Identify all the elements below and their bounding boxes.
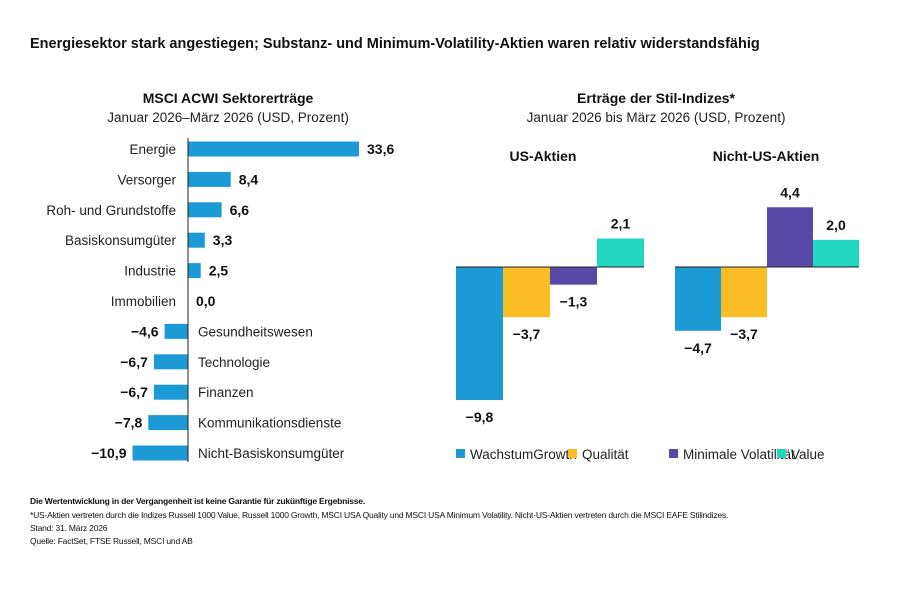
data-label: 33,6 bbox=[367, 141, 394, 157]
legend-label: Value bbox=[791, 447, 825, 462]
footer-source: Quelle: FactSet, FTSE Russell, MSCI und … bbox=[30, 536, 193, 546]
bar-2 bbox=[188, 202, 222, 218]
left-chart-title: MSCI ACWI Sektorerträge bbox=[143, 90, 314, 106]
category-label: Immobilien bbox=[111, 294, 176, 309]
bar-1 bbox=[188, 171, 231, 187]
data-label: −6,7 bbox=[120, 384, 148, 400]
bar-8 bbox=[153, 384, 188, 400]
bar-3 bbox=[188, 232, 205, 248]
data-label: −4,6 bbox=[131, 323, 159, 339]
category-label: Gesundheitswesen bbox=[198, 324, 313, 339]
data-label: −4,7 bbox=[684, 340, 712, 356]
data-label: 3,3 bbox=[213, 232, 233, 248]
category-label: Versorger bbox=[117, 172, 176, 187]
footer-note: *US-Aktien vertreten durch die Indizes R… bbox=[30, 510, 729, 520]
footer-date: Stand: 31. März 2026 bbox=[30, 523, 108, 533]
category-label: Kommunikationsdienste bbox=[198, 416, 341, 431]
legend-swatch bbox=[456, 449, 465, 458]
bar-1-1 bbox=[721, 267, 767, 318]
bar-1-3 bbox=[813, 239, 859, 267]
data-label: 6,6 bbox=[230, 202, 250, 218]
main-title: Energiesektor stark angestiegen; Substan… bbox=[30, 36, 760, 52]
footer-disclaimer: Die Wertentwicklung in der Vergangenheit… bbox=[30, 496, 365, 506]
group-title-us: US-Aktien bbox=[510, 148, 577, 164]
bar-0-3 bbox=[597, 238, 644, 267]
bar-10 bbox=[132, 445, 188, 461]
bar-7 bbox=[153, 354, 188, 370]
data-label: −6,7 bbox=[120, 354, 148, 370]
category-label: Energie bbox=[129, 142, 176, 157]
data-label: −3,7 bbox=[730, 326, 758, 342]
data-label: −9,8 bbox=[466, 409, 494, 425]
bar-0-2 bbox=[550, 267, 597, 285]
legend-swatch bbox=[669, 449, 678, 458]
data-label: 0,0 bbox=[196, 293, 216, 309]
data-label: −1,3 bbox=[560, 294, 588, 310]
bar-4 bbox=[188, 263, 201, 279]
data-label: −3,7 bbox=[513, 326, 541, 342]
bar-6 bbox=[164, 323, 188, 339]
category-label: Finanzen bbox=[198, 385, 254, 400]
data-label: 4,4 bbox=[780, 184, 800, 200]
left-chart-subtitle: Januar 2026–März 2026 (USD, Prozent) bbox=[107, 110, 349, 125]
group-title-non-us: Nicht-US-Aktien bbox=[713, 148, 820, 164]
category-label: Technologie bbox=[198, 355, 270, 370]
data-label: 2,5 bbox=[209, 263, 229, 279]
bar-0-1 bbox=[503, 267, 550, 318]
legend-label: Qualität bbox=[582, 447, 629, 462]
category-label: Roh- und Grundstoffe bbox=[46, 203, 176, 218]
bar-1-2 bbox=[767, 207, 813, 267]
bar-9 bbox=[148, 415, 188, 431]
legend-label: WachstumGrowth bbox=[470, 447, 577, 462]
category-label: Basiskonsumgüter bbox=[65, 233, 177, 248]
data-label: 8,4 bbox=[239, 171, 259, 187]
right-chart-subtitle: Januar 2026 bis März 2026 (USD, Prozent) bbox=[527, 110, 786, 125]
category-label: Industrie bbox=[124, 264, 176, 279]
data-label: 2,0 bbox=[826, 217, 846, 233]
right-chart-title: Erträge der Stil-Indizes* bbox=[577, 90, 735, 106]
category-label: Nicht-Basiskonsumgüter bbox=[198, 446, 345, 461]
bar-0-0 bbox=[456, 267, 503, 400]
bar-0 bbox=[188, 141, 359, 157]
bar-1-0 bbox=[675, 267, 721, 331]
data-label: −7,8 bbox=[115, 415, 143, 431]
legend-swatch bbox=[777, 449, 786, 458]
data-label: 2,1 bbox=[611, 216, 631, 232]
legend-label: Minimale Volatilität bbox=[683, 447, 795, 462]
legend-swatch bbox=[568, 449, 577, 458]
data-label: −10,9 bbox=[91, 445, 127, 461]
